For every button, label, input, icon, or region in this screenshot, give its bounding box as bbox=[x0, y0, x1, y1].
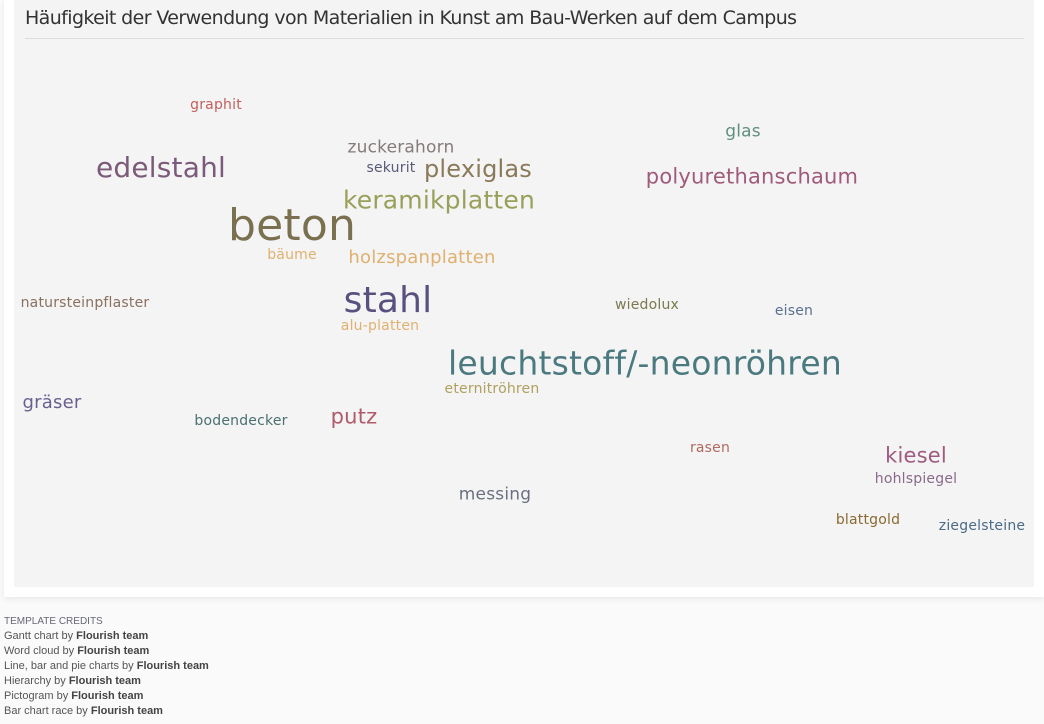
credit-by: by bbox=[56, 690, 69, 702]
word-23: hohlspiegel bbox=[874, 471, 958, 487]
credit-author: Flourish team bbox=[136, 660, 209, 672]
word-9: bäume bbox=[267, 247, 317, 263]
template-credits: TEMPLATE CREDITS Gantt chart by Flourish… bbox=[4, 614, 209, 719]
word-22: kiesel bbox=[885, 443, 947, 468]
word-0: graphit bbox=[190, 97, 242, 113]
credit-by: by bbox=[62, 645, 75, 657]
word-18: gräser bbox=[22, 392, 82, 413]
credits-heading: TEMPLATE CREDITS bbox=[4, 616, 103, 627]
credit-item: Gantt chart by Flourish team bbox=[4, 629, 209, 644]
word-3: edelstahl bbox=[95, 151, 227, 184]
credit-by: by bbox=[61, 630, 74, 642]
credit-template: Bar chart race bbox=[4, 705, 74, 717]
word-10: holzspanplatten bbox=[348, 247, 496, 268]
word-5: plexiglas bbox=[423, 155, 533, 183]
word-25: blattgold bbox=[835, 512, 901, 528]
credit-item: Word cloud by Flourish team bbox=[4, 644, 209, 659]
word-13: wiedolux bbox=[614, 297, 680, 313]
chart-title: Häufigkeit der Verwendung von Materialie… bbox=[25, 7, 797, 29]
credit-author: Flourish team bbox=[68, 675, 141, 687]
word-12: stahl bbox=[343, 280, 433, 321]
credit-template: Hierarchy bbox=[4, 675, 52, 687]
word-14: eisen bbox=[774, 303, 814, 319]
word-26: ziegelsteine bbox=[938, 518, 1026, 534]
word-19: bodendecker bbox=[194, 413, 288, 429]
word-24: messing bbox=[458, 484, 532, 505]
word-6: polyurethanschaum bbox=[645, 164, 859, 189]
word-16: leuchtstoff/-neonröhren bbox=[448, 343, 842, 383]
word-15: alu-platten bbox=[340, 318, 420, 334]
credit-template: Word cloud bbox=[4, 645, 60, 657]
credit-by: by bbox=[76, 705, 88, 717]
credit-template: Line, bar and pie charts bbox=[4, 660, 119, 672]
credit-item: Hierarchy by Flourish team bbox=[4, 674, 209, 689]
word-11: natursteinpflaster bbox=[20, 295, 150, 311]
credit-item: Bar chart race by Flourish team bbox=[4, 704, 209, 719]
word-17: eternitröhren bbox=[444, 381, 540, 397]
credit-template: Gantt chart bbox=[4, 630, 59, 642]
title-divider bbox=[25, 38, 1024, 39]
credit-author: Flourish team bbox=[77, 645, 150, 657]
word-2: zuckerahorn bbox=[347, 137, 455, 158]
credit-item: Pictogram by Flourish team bbox=[4, 689, 209, 704]
word-1: glas bbox=[725, 121, 761, 142]
word-8: beton bbox=[227, 200, 357, 251]
chart-panel: Häufigkeit der Verwendung von Materialie… bbox=[14, 0, 1034, 587]
credit-author: Flourish team bbox=[71, 690, 144, 702]
credit-template: Pictogram bbox=[4, 690, 54, 702]
word-cloud: graphit glas zuckerahorn edelstahl sekurit pl… bbox=[20, 97, 1026, 534]
word-4: sekurit bbox=[366, 160, 416, 176]
credit-item: Line, bar and pie charts by Flourish tea… bbox=[4, 659, 209, 674]
credit-author: Flourish team bbox=[90, 705, 163, 717]
credit-by: by bbox=[122, 660, 134, 672]
word-7: keramikplatten bbox=[342, 185, 536, 215]
word-20: putz bbox=[330, 404, 378, 429]
credit-author: Flourish team bbox=[76, 630, 149, 642]
chart-card: Häufigkeit der Verwendung von Materialie… bbox=[4, 0, 1044, 597]
credit-by: by bbox=[54, 675, 66, 687]
word-21: rasen bbox=[689, 440, 731, 456]
